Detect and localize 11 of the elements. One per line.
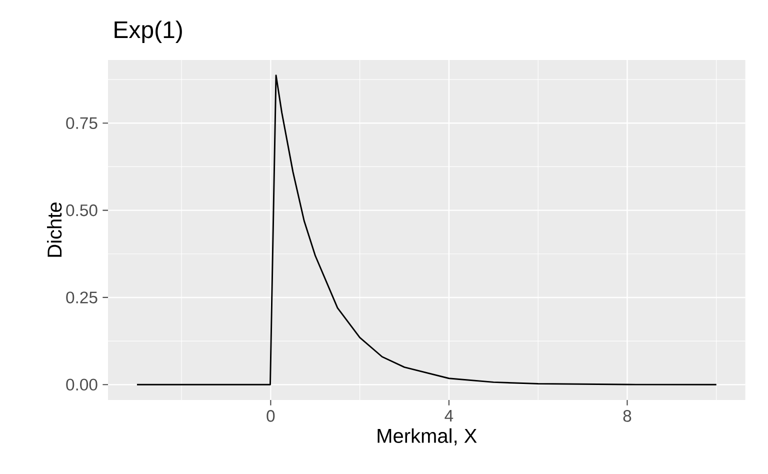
y-axis-title: Dichte [47, 202, 62, 257]
x-axis-title: Merkmal, X [378, 428, 477, 446]
x-tick-label: 0 [266, 410, 275, 422]
y-tick-label: 0.75 [66, 117, 98, 130]
y-tick-label: 0.00 [66, 378, 98, 391]
x-tick-label: 8 [623, 410, 632, 422]
line-series [136, 74, 718, 386]
x-tick-label: 4 [444, 410, 454, 422]
y-tick-label: 0.25 [66, 292, 98, 304]
chart-title: Exp(1) [114, 20, 182, 43]
y-tick-label: 0.50 [66, 204, 98, 216]
